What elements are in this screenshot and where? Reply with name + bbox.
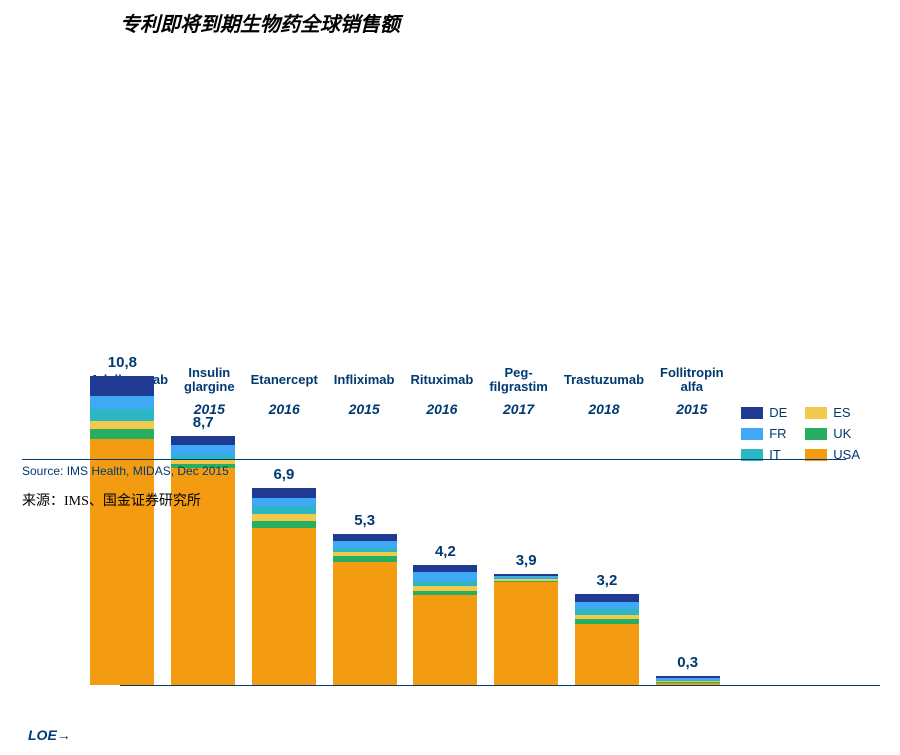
source-outside: 来源：IMS、国金证券研究所 <box>22 490 201 510</box>
legend-swatch <box>741 428 763 440</box>
bar-segment-de <box>575 594 639 603</box>
bar-segment-usa <box>413 595 477 685</box>
bar-column: 4,2 <box>413 565 478 685</box>
bar-segment-usa <box>575 624 639 685</box>
legend-item-es: ES <box>805 405 860 420</box>
bar-column: 5,3 <box>332 534 397 685</box>
bar-stack: 6,9 <box>252 488 316 685</box>
bar-segment-uk <box>252 521 316 528</box>
legend-swatch <box>741 407 763 419</box>
bar-stack: 3,2 <box>575 594 639 685</box>
bar-stack: 3,9 <box>494 574 558 685</box>
bar-column: 3,9 <box>494 574 559 685</box>
bar-segment-fr <box>575 602 639 609</box>
bar-value-label: 8,7 <box>171 414 235 431</box>
bar-value-label: 3,9 <box>494 552 558 569</box>
bar-segment-usa <box>494 582 558 685</box>
bar-segment-es <box>252 514 316 521</box>
bar-segment-de <box>252 488 316 498</box>
plot-area: Moving Annual Total Sept 2015 (BN€) 10,8… <box>20 365 880 755</box>
bar-segment-fr <box>171 445 235 455</box>
bar-segment-de <box>90 376 154 396</box>
bar-column: 10,8 <box>90 376 155 685</box>
legend-label: ES <box>833 405 850 420</box>
legend-label: DE <box>769 405 787 420</box>
legend-item-de: DE <box>741 405 787 420</box>
bar-stack: 0,3 <box>656 676 720 685</box>
bar-column: 6,9 <box>252 488 317 685</box>
loe-label: LOE→ <box>28 727 71 743</box>
chart-title: 专利即将到期生物药全球销售额 <box>120 8 880 37</box>
legend-item-uk: UK <box>805 426 860 441</box>
bar-segment-es <box>90 421 154 430</box>
bar-segment-it <box>252 506 316 513</box>
legend: DEESFRUKITUSA <box>741 405 860 462</box>
legend-swatch <box>805 428 827 440</box>
bar-stack: 5,3 <box>333 534 397 685</box>
bar-column: 3,2 <box>575 594 640 685</box>
bar-value-label: 4,2 <box>413 543 477 560</box>
bar-column: 0,3 <box>655 676 720 685</box>
bar-value-label: 3,2 <box>575 572 639 589</box>
legend-swatch <box>805 407 827 419</box>
bar-segment-de <box>413 565 477 572</box>
bar-segment-uk <box>90 429 154 439</box>
bar-segment-de <box>333 534 397 541</box>
legend-label: UK <box>833 426 851 441</box>
bar-segment-usa <box>252 528 316 685</box>
bar-segment-fr <box>413 572 477 581</box>
bar-value-label: 10,8 <box>90 354 154 371</box>
bar-segment-de <box>171 436 235 445</box>
bar-segment-fr <box>90 396 154 409</box>
bar-value-label: 5,3 <box>333 512 397 529</box>
bar-stack: 10,8 <box>90 376 154 685</box>
bar-value-label: 0,3 <box>656 654 720 671</box>
bar-stack: 4,2 <box>413 565 477 685</box>
legend-item-fr: FR <box>741 426 787 441</box>
bar-segment-fr <box>252 498 316 507</box>
bar-segment-fr <box>333 541 397 548</box>
bar-segment-usa <box>333 562 397 685</box>
x-axis-line <box>120 685 880 686</box>
chart-container: 专利即将到期生物药全球销售额 Moving Annual Total Sept … <box>0 0 900 526</box>
source-inside: Source: IMS Health, MIDAS, Dec 2015 <box>22 459 846 478</box>
legend-label: FR <box>769 426 786 441</box>
bar-segment-it <box>90 409 154 420</box>
